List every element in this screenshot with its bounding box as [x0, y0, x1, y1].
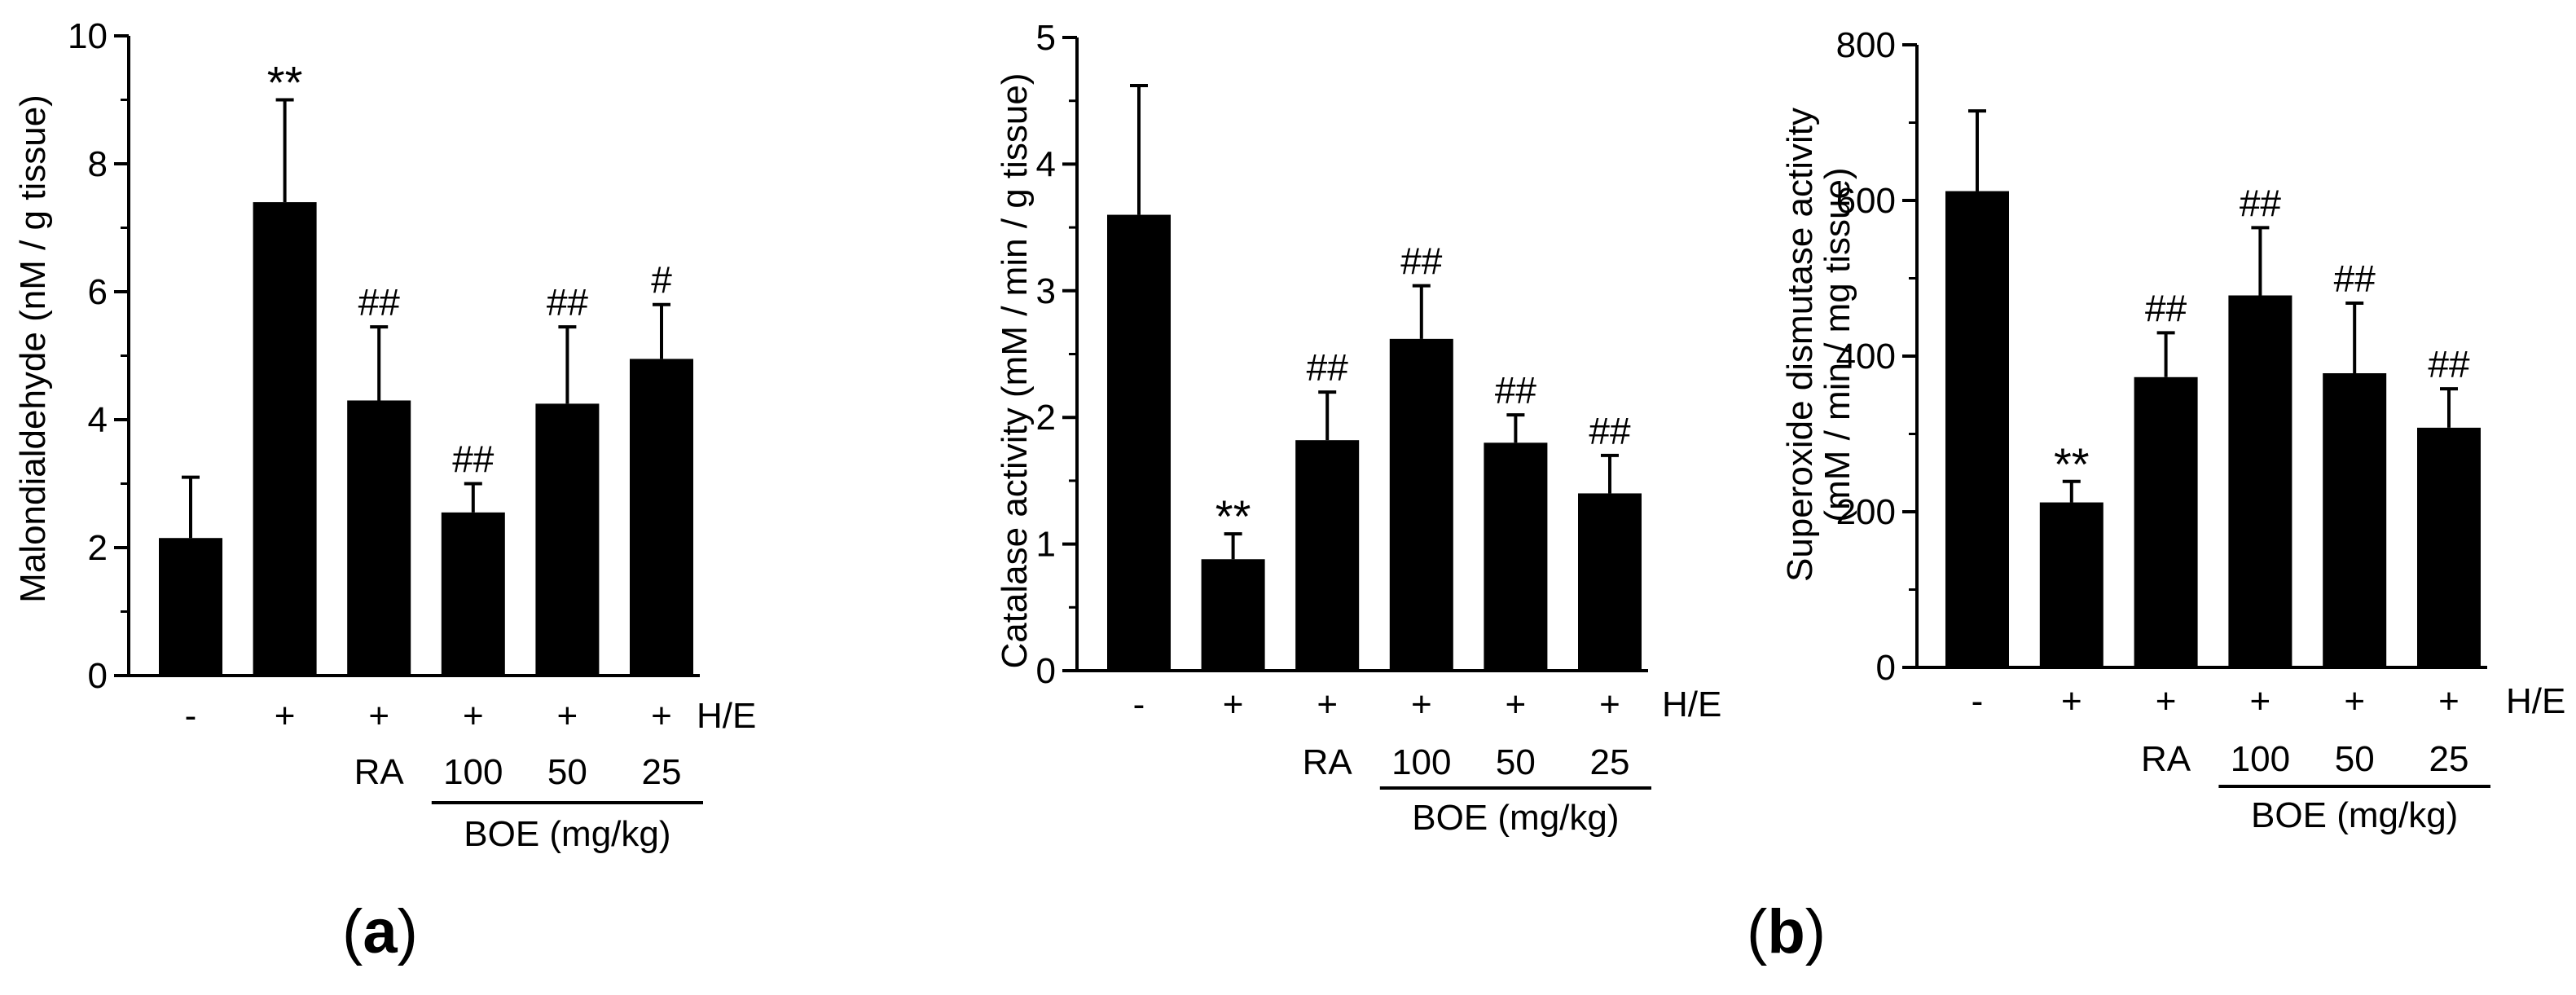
chart3-significance-label: ##	[2334, 258, 2376, 300]
chart3-he-sign: +	[2061, 681, 2082, 721]
chart3-treatment-label: 100	[2231, 739, 2290, 779]
chart3-treatment-label: 25	[2429, 739, 2469, 779]
chart2-bar	[1295, 440, 1360, 671]
chart3-he-sign: +	[2250, 681, 2271, 721]
chart2-he-sign: +	[1223, 685, 1244, 724]
chart1-bar	[159, 538, 222, 676]
chart1-he-sign: -	[185, 696, 197, 736]
chart3-y-tick-label: 800	[1836, 25, 1896, 65]
chart3-bar	[2323, 373, 2387, 667]
chart2-bar	[1201, 559, 1265, 671]
chart3-significance-label: ##	[2145, 287, 2187, 329]
chart3-y-tick-label: 600	[1836, 181, 1896, 221]
chart2-bar	[1484, 442, 1548, 671]
chart1-significance-label: **	[267, 57, 303, 108]
chart1-he-sign: +	[557, 696, 578, 736]
chart1-bar	[347, 400, 411, 676]
chart2-boe-label: BOE (mg/kg)	[1412, 798, 1619, 838]
chart3-y-tick-label: 200	[1836, 492, 1896, 532]
chart1-bar	[630, 359, 693, 676]
chart2-bar	[1107, 214, 1171, 671]
chart2-significance-label: ##	[1495, 369, 1537, 412]
chart2-bar	[1578, 493, 1642, 671]
chart2-bar	[1389, 338, 1453, 671]
chart1-boe-label: BOE (mg/kg)	[464, 814, 670, 854]
chart2-treatment-label: 25	[1590, 742, 1630, 782]
chart2-y-tick-label: 3	[1036, 271, 1056, 311]
chart3-y-axis-label: Superoxide dismutase activity	[1780, 108, 1820, 582]
chart3-bar	[2134, 376, 2198, 667]
chart1-y-tick-label: 10	[68, 16, 108, 56]
chart1-y-axis-label: Malondialdehyde (nM / g tissue)	[13, 95, 53, 603]
chart1-he-sign: +	[368, 696, 389, 736]
chart2-significance-label: ##	[1589, 410, 1631, 452]
chart3-he-sign: -	[1972, 681, 1984, 721]
chart1-treatment-label: 100	[443, 752, 503, 792]
chart3-y-tick-label: 0	[1876, 648, 1896, 688]
chart1-he-label: H/E	[697, 696, 756, 736]
chart1-he-sign: +	[463, 696, 484, 736]
chart3-boe-label: BOE (mg/kg)	[2251, 795, 2458, 835]
chart3-y-axis-label-line2: (mM / min / mg tissue)	[1818, 167, 1857, 522]
chart2-y-axis-label: Catalase activity (mM / min / g tissue)	[995, 73, 1035, 668]
chart1-bar	[441, 512, 505, 676]
chart1-significance-label: ##	[358, 281, 401, 324]
chart3-bar	[2228, 295, 2292, 667]
chart1-bar	[253, 202, 317, 676]
chart2-significance-label: ##	[1307, 346, 1349, 389]
chart2-significance-label: ##	[1400, 240, 1443, 283]
chart2-he-label: H/E	[1662, 685, 1721, 724]
chart3-he-sign: +	[2344, 681, 2365, 721]
chart1-treatment-label: 25	[642, 752, 682, 792]
chart3-y-tick-label: 400	[1836, 337, 1896, 376]
chart3-significance-label: **	[2054, 438, 2090, 490]
chart1-significance-label: ##	[452, 438, 495, 481]
chart2-treatment-label: RA	[1303, 742, 1353, 782]
chart2-he-sign: +	[1411, 685, 1432, 724]
chart3-bar	[1945, 191, 2009, 668]
chart1-y-tick-label: 4	[88, 400, 108, 440]
chart1-bar	[535, 403, 600, 676]
chart1-y-tick-label: 6	[88, 272, 108, 312]
chart2-y-tick-label: 1	[1036, 525, 1056, 565]
chart1-treatment-label: 50	[547, 752, 587, 792]
panel-label-b: (b)	[1747, 897, 1826, 966]
chart3-bar	[2417, 427, 2481, 667]
chart3-he-sign: +	[2438, 681, 2460, 721]
chart2-treatment-label: 100	[1391, 742, 1451, 782]
chart2-y-tick-label: 2	[1036, 398, 1056, 438]
chart2-treatment-label: 50	[1496, 742, 1536, 782]
panel-label-a: (a)	[342, 897, 418, 966]
chart3-treatment-label: 50	[2335, 739, 2375, 779]
chart2-he-sign: +	[1317, 685, 1338, 724]
chart1-y-tick-label: 2	[88, 528, 108, 568]
chart1-significance-label: ##	[547, 281, 589, 324]
chart2-he-sign: -	[1133, 685, 1145, 724]
chart1-treatment-label: RA	[354, 752, 405, 792]
chart3-he-label: H/E	[2506, 681, 2565, 721]
chart2-he-sign: +	[1506, 685, 1527, 724]
chart2-significance-label: **	[1215, 491, 1251, 542]
chart2-y-tick-label: 0	[1036, 651, 1056, 691]
chart3-significance-label: ##	[2240, 182, 2282, 224]
chart2-y-tick-label: 4	[1036, 144, 1056, 184]
chart1-y-tick-label: 0	[88, 656, 108, 696]
chart1-significance-label: #	[651, 259, 672, 302]
chart3-treatment-label: RA	[2141, 739, 2191, 779]
chart2-he-sign: +	[1599, 685, 1620, 724]
chart2-y-tick-label: 5	[1036, 18, 1056, 58]
chart1-he-sign: +	[275, 696, 296, 736]
chart3-he-sign: +	[2156, 681, 2177, 721]
chart3-bar	[2039, 502, 2103, 667]
chart3-significance-label: ##	[2428, 343, 2470, 385]
chart1-he-sign: +	[651, 696, 672, 736]
chart1-y-tick-label: 8	[88, 144, 108, 184]
